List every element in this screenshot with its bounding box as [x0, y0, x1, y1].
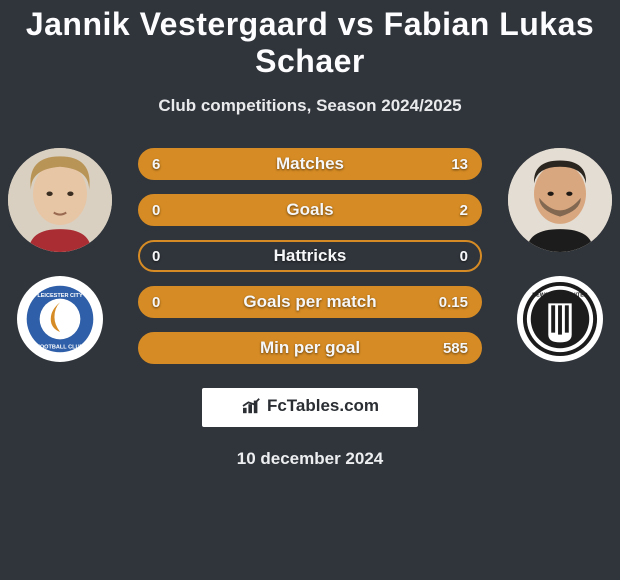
- stats-bars: 6 Matches 13 0 Goals 2 0 Hattricks 0 0 Goals per m…: [120, 148, 500, 364]
- stat-right-value: 0: [460, 248, 468, 265]
- subtitle: Club competitions, Season 2024/2025: [0, 96, 620, 116]
- club-right-badge: NEWCASTLE UNITED: [517, 276, 603, 362]
- stat-bar: 0 Goals 2: [138, 194, 482, 226]
- stat-label: Goals per match: [243, 292, 376, 312]
- stat-right-value: 2: [460, 202, 468, 219]
- stat-label: Hattricks: [274, 246, 347, 266]
- stat-left-value: 0: [152, 248, 160, 265]
- brand-text: FcTables.com: [267, 396, 379, 416]
- player-right-column: NEWCASTLE UNITED: [500, 148, 620, 362]
- club-left-badge: LEICESTER CITY FOOTBALL CLUB: [17, 276, 103, 362]
- player-right-avatar: [508, 148, 612, 252]
- brand-label: FcTables.com: [241, 396, 379, 416]
- stat-bar: 0 Goals per match 0.15: [138, 286, 482, 318]
- stat-label: Goals: [286, 200, 333, 220]
- page-title: Jannik Vestergaard vs Fabian Lukas Schae…: [0, 6, 620, 86]
- stat-left-value: 6: [152, 156, 160, 173]
- comparison-card: Jannik Vestergaard vs Fabian Lukas Schae…: [0, 0, 620, 469]
- stat-left-value: 0: [152, 294, 160, 311]
- stat-right-value: 0.15: [439, 294, 468, 311]
- svg-text:LEICESTER CITY: LEICESTER CITY: [37, 293, 83, 299]
- stat-label: Min per goal: [260, 338, 360, 358]
- stat-bar: 6 Matches 13: [138, 148, 482, 180]
- date-label: 10 december 2024: [0, 449, 620, 469]
- svg-text:FOOTBALL CLUB: FOOTBALL CLUB: [36, 345, 83, 351]
- brand-box[interactable]: FcTables.com: [202, 388, 418, 427]
- stat-right-value: 585: [443, 340, 468, 357]
- stat-right-value: 13: [451, 156, 468, 173]
- stat-label: Matches: [276, 154, 344, 174]
- compare-row: LEICESTER CITY FOOTBALL CLUB 6 Matches 13 0…: [0, 148, 620, 364]
- stat-bar: 0 Hattricks 0: [138, 240, 482, 272]
- player-left-avatar: [8, 148, 112, 252]
- stat-left-value: 0: [152, 202, 160, 219]
- player-left-column: LEICESTER CITY FOOTBALL CLUB: [0, 148, 120, 362]
- chart-icon: [241, 397, 263, 415]
- stat-bar: Min per goal 585: [138, 332, 482, 364]
- svg-text:NEWCASTLE UNITED: NEWCASTLE UNITED: [532, 293, 588, 299]
